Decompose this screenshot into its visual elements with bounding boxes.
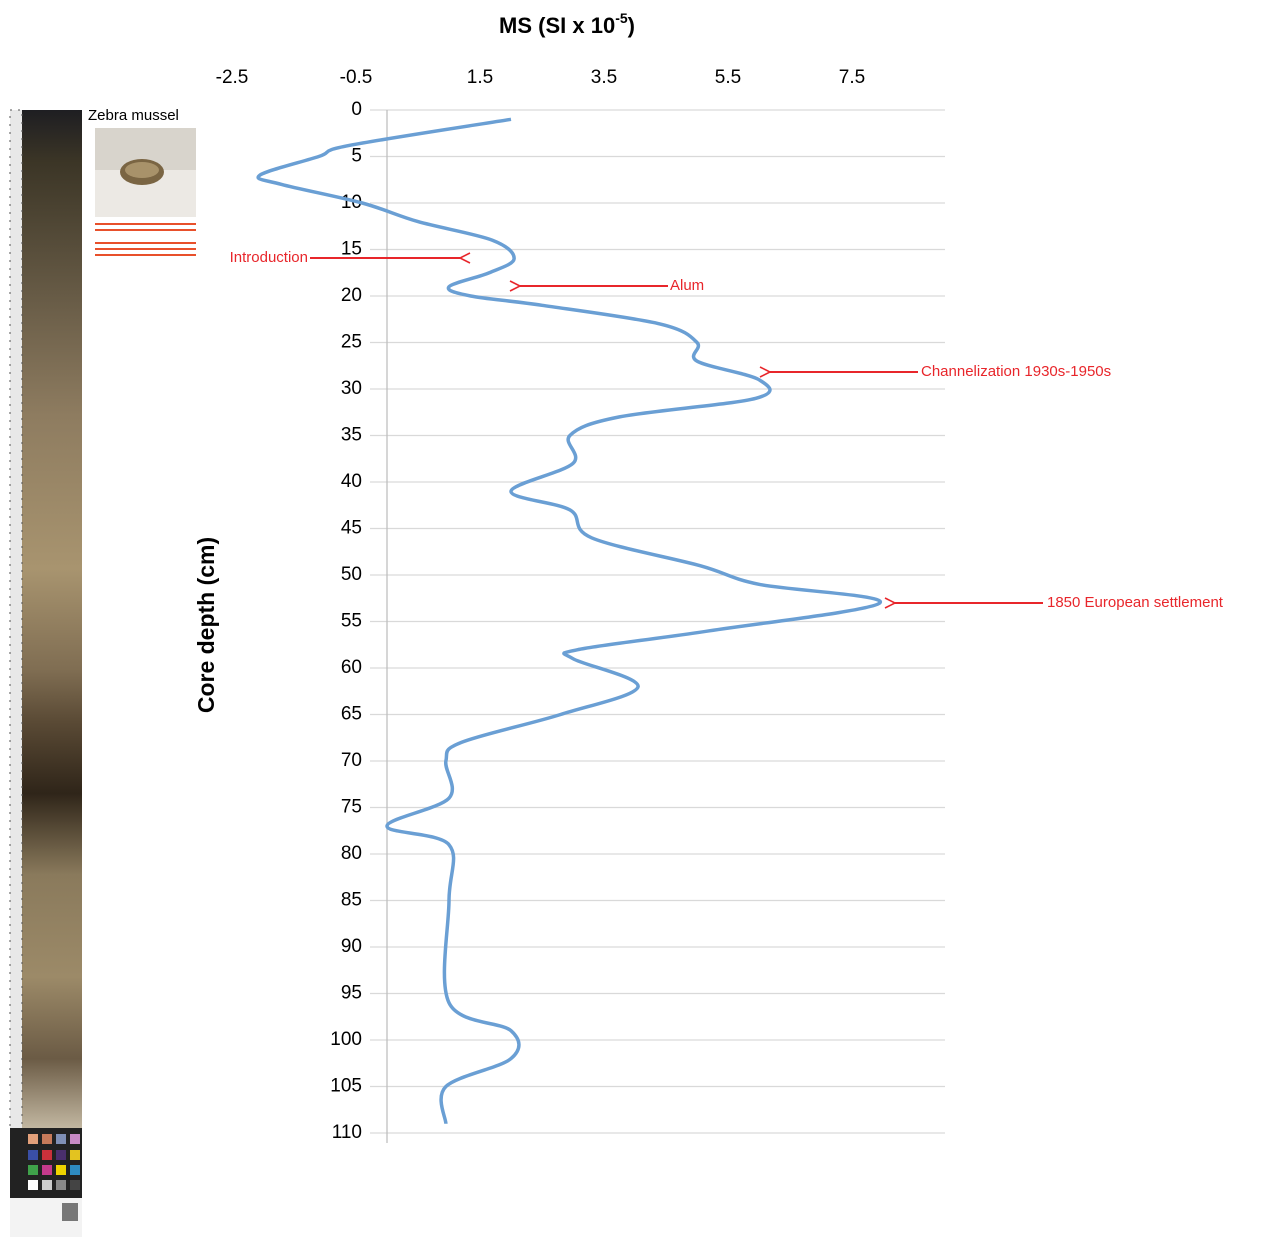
mussel-photo bbox=[95, 128, 196, 217]
annotation-label: 1850 European settlement bbox=[1047, 594, 1224, 611]
y-tick-label: 25 bbox=[341, 332, 362, 353]
y-tick-label: 50 bbox=[341, 564, 362, 585]
annotation-label: Introduction bbox=[230, 249, 308, 266]
y-tick-label: 100 bbox=[330, 1029, 362, 1050]
y-tick-label: 110 bbox=[332, 1122, 362, 1143]
y-tick-label: 40 bbox=[341, 471, 362, 492]
title-suffix: ) bbox=[628, 13, 635, 38]
y-tick-label: 0 bbox=[351, 99, 362, 120]
y-tick-label: 105 bbox=[330, 1076, 362, 1097]
y-tick-label: 95 bbox=[341, 983, 362, 1004]
core-photo bbox=[10, 110, 82, 1237]
y-tick-label: 35 bbox=[341, 425, 362, 446]
x-tick-label: -0.5 bbox=[340, 67, 373, 88]
chart-title: MS (SI x 10-5) bbox=[499, 10, 635, 38]
annotation-label: Channelization 1930s-1950s bbox=[921, 363, 1111, 380]
y-tick-label: 45 bbox=[341, 518, 362, 539]
y-tick-label: 80 bbox=[341, 843, 362, 864]
x-tick-label: 5.5 bbox=[715, 67, 741, 88]
y-tick-label: 90 bbox=[341, 936, 362, 957]
x-tick-label: -2.5 bbox=[216, 67, 249, 88]
y-tick-label: 65 bbox=[341, 704, 362, 725]
y-axis-label: Core depth (cm) bbox=[193, 537, 219, 713]
chart: Zebra mussel MS (SI x 10-5) Core depth (… bbox=[0, 0, 1265, 1237]
annotation-label: Alum bbox=[670, 277, 704, 294]
y-tick-label: 5 bbox=[351, 146, 362, 167]
y-tick-label: 70 bbox=[341, 750, 362, 771]
y-tick-label: 30 bbox=[341, 378, 362, 399]
x-tick-label: 7.5 bbox=[839, 67, 865, 88]
y-tick-label: 75 bbox=[341, 797, 362, 818]
title-text: MS (SI x 10 bbox=[499, 13, 615, 38]
x-tick-label: 1.5 bbox=[467, 67, 493, 88]
x-tick-label: 3.5 bbox=[591, 67, 617, 88]
y-tick-label: 20 bbox=[341, 285, 362, 306]
y-tick-label: 85 bbox=[341, 890, 362, 911]
title-exponent: -5 bbox=[615, 10, 628, 26]
core-label: Zebra mussel bbox=[88, 107, 179, 124]
mussel-layers bbox=[95, 224, 196, 255]
y-tick-label: 60 bbox=[341, 657, 362, 678]
y-tick-label: 15 bbox=[341, 239, 362, 260]
y-tick-label: 55 bbox=[341, 611, 362, 632]
